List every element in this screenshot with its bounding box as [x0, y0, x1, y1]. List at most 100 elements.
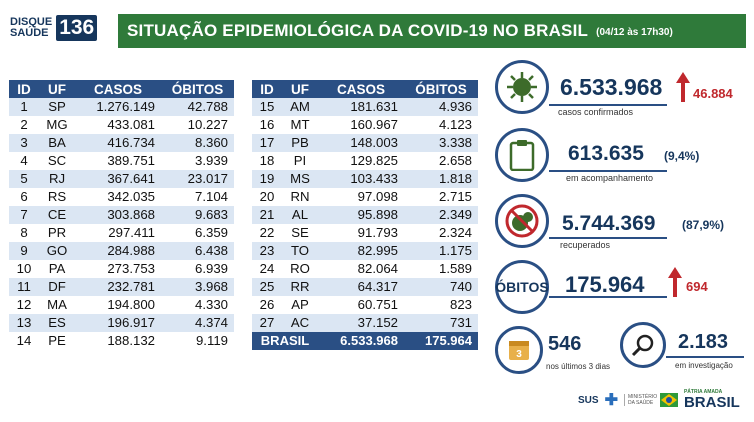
brasil-logo: PÁTRIA AMADA BRASIL: [684, 390, 740, 411]
cell-casos: 284.988: [75, 242, 161, 260]
virus-crossed-icon: [505, 204, 539, 238]
states-table-left: ID UF CASOS ÓBITOS 1 SP 1.276.149 42.788 2 MG…: [9, 80, 234, 350]
cell-id: 24: [252, 260, 282, 278]
investigation-line: [666, 356, 744, 358]
cell-id: 1: [9, 98, 39, 116]
cell-uf: SE: [282, 224, 318, 242]
cell-id: 20: [252, 188, 282, 206]
monitoring-circle: [495, 128, 549, 182]
table-row: 1 SP 1.276.149 42.788: [9, 98, 234, 116]
monitoring-line: [549, 170, 667, 172]
confirmed-circle: [495, 60, 549, 114]
cell-obitos: 3.939: [161, 152, 234, 170]
cell-uf: MA: [39, 296, 75, 314]
sus-logo: SUS: [578, 394, 599, 406]
table-row: 17 PB 148.003 3.338: [252, 134, 478, 152]
virus-icon: [507, 72, 537, 102]
cell-uf: TO: [282, 242, 318, 260]
table-header-row: ID UF CASOS ÓBITOS: [9, 80, 234, 98]
cell-id: 4: [9, 152, 39, 170]
cell-casos: 342.035: [75, 188, 161, 206]
cell-id: 10: [9, 260, 39, 278]
cell-casos: 1.276.149: [75, 98, 161, 116]
cell-id: 5: [9, 170, 39, 188]
recovered-pct: (87,9%): [682, 218, 725, 232]
cell-obitos: 8.360: [161, 134, 234, 152]
table-row: 2 MG 433.081 10.227: [9, 116, 234, 134]
cell-uf: DF: [39, 278, 75, 296]
cell-id: 23: [252, 242, 282, 260]
cell-casos: 303.868: [75, 206, 161, 224]
table-row: 5 RJ 367.641 23.017: [9, 170, 234, 188]
table-row: 12 MA 194.800 4.330: [9, 296, 234, 314]
cell-obitos: 2.349: [404, 206, 478, 224]
table-row: 26 AP 60.751 823: [252, 296, 478, 314]
cell-casos: 37.152: [318, 314, 404, 332]
cell-id: 27: [252, 314, 282, 332]
cell-casos: 148.003: [318, 134, 404, 152]
cell-casos: 103.433: [318, 170, 404, 188]
cell-uf: RS: [39, 188, 75, 206]
investigation-circle: [620, 322, 666, 368]
table-row: 10 PA 273.753 6.939: [9, 260, 234, 278]
col-obitos: ÓBITOS: [161, 80, 234, 98]
cell-id: 19: [252, 170, 282, 188]
cell-id: 15: [252, 98, 282, 116]
confirmed-label: casos confirmados: [558, 107, 634, 117]
cell-casos: 297.411: [75, 224, 161, 242]
confirmed-line: [549, 104, 667, 106]
table-row: 6 RS 342.035 7.104: [9, 188, 234, 206]
cell-id: 14: [9, 332, 39, 350]
col-id: ID: [9, 80, 39, 98]
logo-line1: DISQUE: [10, 16, 53, 28]
cell-obitos: 4.330: [161, 296, 234, 314]
cell-uf: AP: [282, 296, 318, 314]
total-label: BRASIL: [252, 332, 318, 350]
monitoring-value: 613.635: [568, 142, 644, 165]
table-row: 15 AM 181.631 4.936: [252, 98, 478, 116]
cell-id: 7: [9, 206, 39, 224]
col-id: ID: [252, 80, 282, 98]
cell-uf: MT: [282, 116, 318, 134]
cell-casos: 196.917: [75, 314, 161, 332]
table-row: 27 AC 37.152 731: [252, 314, 478, 332]
deaths-line: [549, 296, 667, 298]
deaths-circle: ÓBITOS: [495, 260, 549, 314]
cell-id: 11: [9, 278, 39, 296]
investigation-label: em investigação: [675, 361, 733, 370]
total-casos: 6.533.968: [318, 332, 404, 350]
table-row: 24 RO 82.064 1.589: [252, 260, 478, 278]
cell-uf: BA: [39, 134, 75, 152]
table-row: 9 GO 284.988 6.438: [9, 242, 234, 260]
cell-obitos: 3.338: [404, 134, 478, 152]
table-row: 20 RN 97.098 2.715: [252, 188, 478, 206]
calendar-number: 3: [516, 349, 522, 360]
disque-saude-logo: DISQUE SAÚDE 136: [10, 14, 108, 42]
cell-id: 26: [252, 296, 282, 314]
table-row: 23 TO 82.995 1.175: [252, 242, 478, 260]
monitoring-label: em acompanhamento: [566, 173, 654, 183]
cell-uf: PR: [39, 224, 75, 242]
cell-obitos: 1.175: [404, 242, 478, 260]
col-casos: CASOS: [318, 80, 404, 98]
cell-obitos: 6.438: [161, 242, 234, 260]
cell-uf: ES: [39, 314, 75, 332]
page-title: SITUAÇÃO EPIDEMIOLÓGICA DA COVID-19 NO B…: [127, 21, 589, 40]
cell-uf: PI: [282, 152, 318, 170]
cell-uf: SP: [39, 98, 75, 116]
cell-casos: 129.825: [318, 152, 404, 170]
table-row: 22 SE 91.793 2.324: [252, 224, 478, 242]
cell-obitos: 1.589: [404, 260, 478, 278]
cell-uf: CE: [39, 206, 75, 224]
last3-circle: 3: [495, 326, 543, 374]
cell-casos: 188.132: [75, 332, 161, 350]
cell-obitos: 42.788: [161, 98, 234, 116]
cell-obitos: 823: [404, 296, 478, 314]
recovered-value: 5.744.369: [562, 212, 656, 235]
cell-id: 22: [252, 224, 282, 242]
cell-obitos: 4.123: [404, 116, 478, 134]
cell-casos: 433.081: [75, 116, 161, 134]
cell-casos: 367.641: [75, 170, 161, 188]
cell-id: 21: [252, 206, 282, 224]
cell-id: 25: [252, 278, 282, 296]
